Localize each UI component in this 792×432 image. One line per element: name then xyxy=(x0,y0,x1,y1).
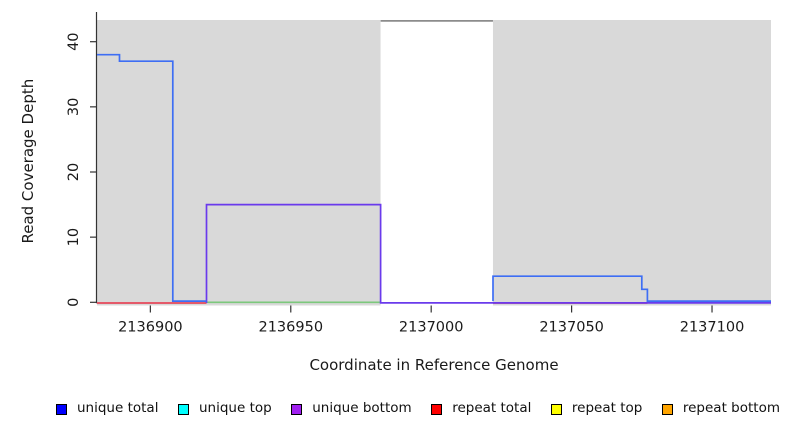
legend-swatch-icon xyxy=(661,403,673,415)
series-line-unique-total xyxy=(492,275,771,302)
legend-label: repeat bottom xyxy=(682,400,780,417)
coverage-chart: 2136900 2136950 2137000 2137050 2137100 0 10 20… xyxy=(19,12,771,374)
x-axis-tick-label: 2137100 xyxy=(680,320,745,336)
legend-item-unique-top: unique top xyxy=(178,402,272,416)
legend-item-unique-bottom: unique bottom xyxy=(291,400,412,417)
legend-item-unique-total: unique total xyxy=(56,402,158,416)
legend-item-repeat-bottom: repeat bottom xyxy=(661,400,780,417)
x-axis-tick-label: 2136950 xyxy=(258,320,323,336)
y-axis-tick-label: 0 xyxy=(66,298,82,307)
chart-legend: unique total unique top unique bottom repea… xyxy=(56,398,780,420)
y-axis-tick-label: 30 xyxy=(66,98,82,116)
legend-item-repeat-total: repeat total xyxy=(431,402,531,416)
unshaded-gap xyxy=(380,20,493,306)
x-axis-tick-label: 2137050 xyxy=(539,320,604,336)
x-axis-tick-label: 2137000 xyxy=(399,320,464,336)
legend-label: unique top xyxy=(199,400,272,417)
y-axis-tick-label: 20 xyxy=(66,163,82,181)
legend-swatch-icon xyxy=(550,403,562,415)
legend-swatch-icon xyxy=(291,403,303,415)
y-axis-title: Read Coverage Depth xyxy=(19,79,37,244)
y-axis-tick-label: 10 xyxy=(66,228,82,246)
x-axis-title: Coordinate in Reference Genome xyxy=(309,356,558,374)
legend-label: unique total xyxy=(77,400,159,417)
legend-label: repeat total xyxy=(452,400,532,417)
legend-swatch-icon xyxy=(431,403,443,415)
legend-swatch-icon xyxy=(178,403,189,415)
legend-label: repeat top xyxy=(571,400,643,417)
legend-swatch-icon xyxy=(56,403,67,415)
legend-label: unique bottom xyxy=(312,400,412,417)
series-line-unique-bottom xyxy=(205,203,771,304)
series-line-unique-total xyxy=(97,53,207,302)
legend-item-repeat-top: repeat top xyxy=(550,400,643,417)
shaded-region-left xyxy=(97,20,381,306)
y-axis-tick-label: 40 xyxy=(66,32,82,50)
x-axis-tick-label: 2136900 xyxy=(118,320,183,336)
shaded-region-right xyxy=(492,20,771,306)
